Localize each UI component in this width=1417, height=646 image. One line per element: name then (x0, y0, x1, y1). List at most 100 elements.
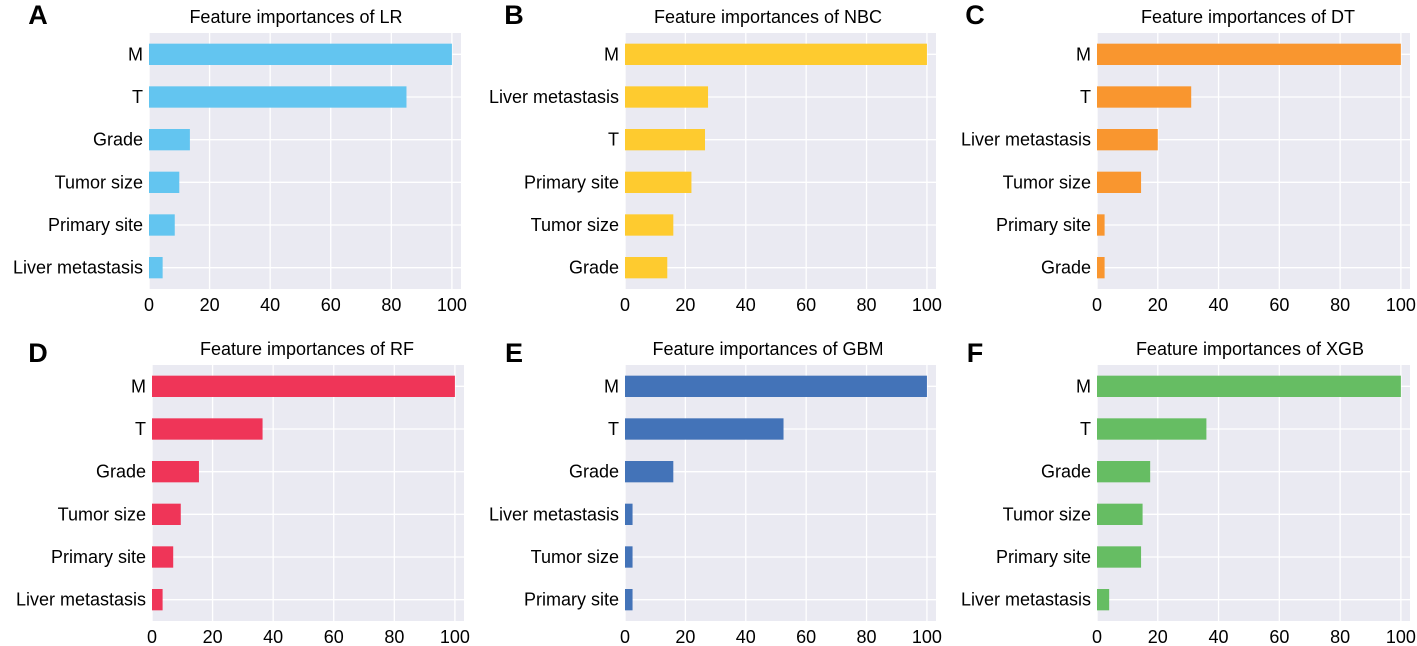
x-tick-label: 60 (324, 627, 344, 646)
bar-t (1097, 418, 1207, 440)
x-tick-label: 20 (203, 627, 223, 646)
bar-tumor-size (1097, 171, 1142, 193)
x-tick-label: 60 (1269, 295, 1289, 315)
bar-m (152, 375, 455, 397)
bar-primary-site (152, 546, 174, 568)
x-tick-label: 0 (620, 295, 630, 315)
x-tick-label: 100 (912, 627, 942, 646)
category-label: Liver metastasis (961, 590, 1091, 610)
bar-primary-site (1097, 546, 1142, 568)
x-tick-label: 0 (620, 627, 630, 646)
panel-letter: D (28, 338, 48, 368)
bar-primary-site (625, 589, 633, 611)
panel-letter: E (505, 338, 523, 368)
category-label: M (128, 44, 143, 64)
x-tick-label: 20 (1148, 627, 1168, 646)
category-label: T (1080, 87, 1091, 107)
chart-title: Feature importances of XGB (1136, 339, 1364, 359)
bar-primary-site (149, 214, 175, 236)
panel-letter: F (967, 338, 984, 368)
chart-panel-d: M T Grade Tumor size Primary site Liver metas… (16, 338, 470, 646)
bar-t (625, 129, 706, 151)
plot-area (152, 365, 464, 621)
category-label: M (1076, 376, 1091, 396)
x-tick-label: 100 (1386, 627, 1416, 646)
category-label: Grade (1041, 258, 1091, 278)
x-tick-label: 60 (796, 627, 816, 646)
x-tick-label: 0 (1092, 295, 1102, 315)
x-tick-label: 20 (675, 295, 695, 315)
plot-area (1097, 365, 1410, 621)
panel-letter: A (28, 0, 48, 30)
category-label: Grade (93, 130, 143, 150)
category-label: Tumor size (58, 504, 146, 524)
x-tick-label: 40 (736, 627, 756, 646)
x-tick-label: 80 (857, 295, 877, 315)
chart-panel-e: M T Grade Liver metastasis Tumor size Primary… (489, 338, 942, 646)
category-label: Grade (1041, 462, 1091, 482)
category-label: Liver metastasis (489, 87, 619, 107)
category-label: T (132, 87, 143, 107)
bar-t (625, 418, 784, 440)
bar-primary-site (1097, 214, 1105, 236)
category-label: Liver metastasis (489, 504, 619, 524)
bar-liver-metastasis (149, 257, 163, 279)
x-tick-label: 40 (1209, 295, 1229, 315)
x-tick-label: 20 (200, 295, 220, 315)
chart-panel-f: M T Grade Tumor size Primary site Liver metas… (961, 338, 1416, 646)
x-tick-label: 40 (1209, 627, 1229, 646)
bar-tumor-size (1097, 503, 1143, 525)
bar-tumor-size (625, 214, 674, 236)
bar-t (149, 86, 407, 108)
category-label: T (1080, 419, 1091, 439)
x-tick-label: 80 (1330, 295, 1350, 315)
x-tick-label: 40 (736, 295, 756, 315)
x-tick-label: 80 (384, 627, 404, 646)
category-label: T (135, 419, 146, 439)
chart-title: Feature importances of NBC (654, 7, 882, 27)
chart-panel-c: M T Liver metastasis Tumor size Primary site… (961, 0, 1416, 315)
category-label: T (608, 419, 619, 439)
x-tick-label: 80 (381, 295, 401, 315)
category-label: Tumor size (1003, 172, 1091, 192)
x-tick-label: 40 (263, 627, 283, 646)
category-label: Primary site (524, 172, 619, 192)
chart-title: Feature importances of DT (1141, 7, 1355, 27)
x-tick-label: 0 (1092, 627, 1102, 646)
bar-grade (625, 257, 668, 279)
x-tick-label: 60 (1269, 627, 1289, 646)
x-tick-label: 80 (1330, 627, 1350, 646)
bar-grade (1097, 257, 1105, 279)
plot-area (1097, 33, 1410, 289)
bar-m (1097, 375, 1401, 397)
bar-m (625, 43, 927, 65)
bar-m (1097, 43, 1401, 65)
bar-liver-metastasis (152, 589, 163, 611)
category-label: Tumor size (531, 547, 619, 567)
category-label: Liver metastasis (961, 130, 1091, 150)
bar-liver-metastasis (1097, 589, 1110, 611)
bar-t (152, 418, 263, 440)
category-label: Grade (569, 258, 619, 278)
x-tick-label: 100 (437, 295, 467, 315)
bar-tumor-size (625, 546, 633, 568)
bar-m (149, 43, 452, 65)
x-tick-label: 100 (1386, 295, 1416, 315)
chart-title: Feature importances of RF (200, 339, 414, 359)
x-tick-label: 0 (147, 627, 157, 646)
category-label: M (1076, 44, 1091, 64)
category-label: Primary site (996, 215, 1091, 235)
bar-grade (149, 129, 190, 151)
category-label: Tumor size (55, 172, 143, 192)
category-label: M (604, 44, 619, 64)
chart-title: Feature importances of LR (189, 7, 402, 27)
plot-area (149, 33, 461, 289)
x-tick-label: 100 (440, 627, 470, 646)
x-tick-label: 60 (796, 295, 816, 315)
category-label: Primary site (524, 590, 619, 610)
bar-liver-metastasis (625, 503, 633, 525)
bar-t (1097, 86, 1192, 108)
category-label: Primary site (51, 547, 146, 567)
bar-tumor-size (152, 503, 181, 525)
